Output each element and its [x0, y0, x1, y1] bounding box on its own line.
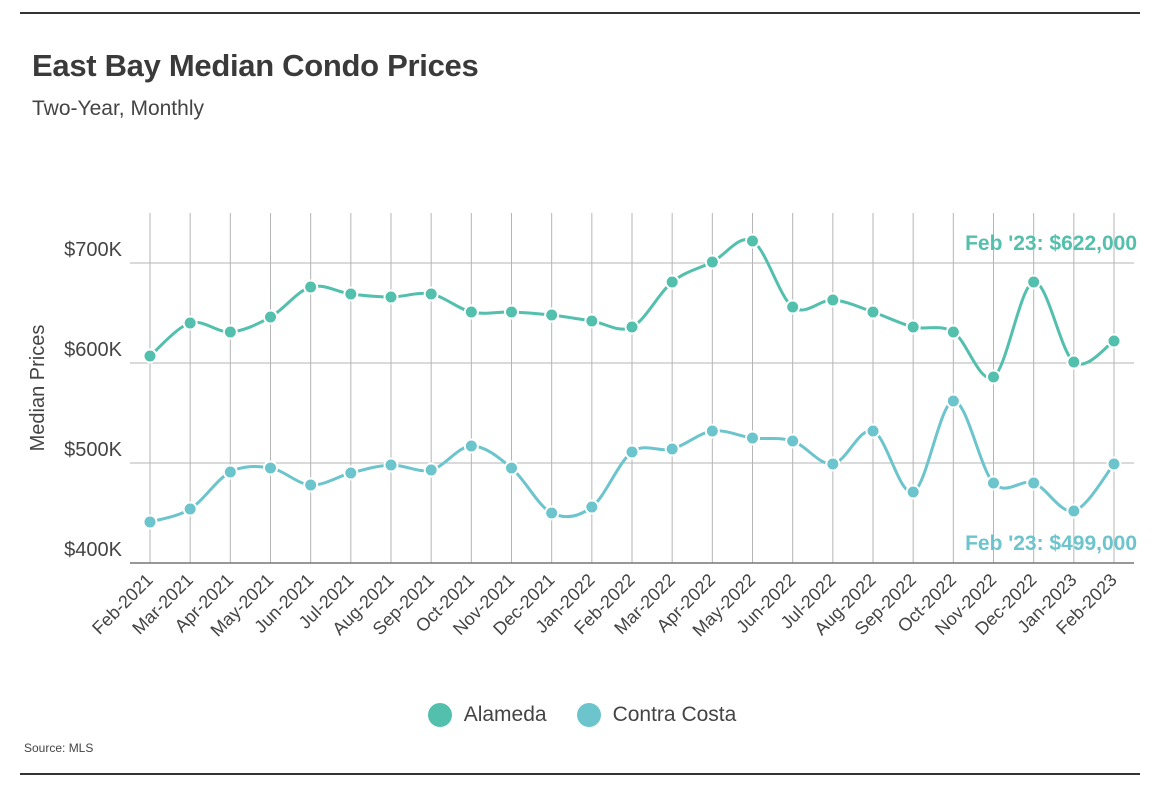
data-point-alameda[interactable]	[745, 233, 760, 249]
data-point-alameda[interactable]	[182, 315, 198, 331]
annotation-alameda: Feb '23: $622,000	[965, 232, 1137, 255]
data-point-alameda[interactable]	[544, 307, 560, 323]
data-point-alameda[interactable]	[504, 304, 519, 320]
data-point-contra-costa[interactable]	[986, 475, 1001, 491]
chart-title: East Bay Median Condo Prices	[32, 48, 479, 83]
data-point-contra-costa[interactable]	[544, 505, 560, 521]
data-point-alameda[interactable]	[303, 279, 319, 295]
data-point-contra-costa[interactable]	[704, 423, 720, 439]
data-point-alameda[interactable]	[263, 309, 278, 325]
data-point-contra-costa[interactable]	[343, 465, 359, 481]
line-chart: $400K $500K $600K $700K Median Prices Feb-2…	[27, 213, 1137, 641]
data-point-alameda[interactable]	[664, 274, 680, 290]
data-point-contra-costa[interactable]	[182, 501, 198, 517]
data-point-alameda[interactable]	[584, 313, 600, 329]
annotation-contra-costa: Feb '23: $499,000	[965, 532, 1137, 555]
data-point-contra-costa[interactable]	[263, 460, 278, 476]
data-point-alameda[interactable]	[945, 324, 961, 340]
data-point-contra-costa[interactable]	[383, 457, 399, 473]
data-point-alameda[interactable]	[343, 286, 359, 302]
data-point-alameda[interactable]	[704, 254, 720, 270]
series-alameda	[142, 233, 1122, 385]
chart-subtitle: Two-Year, Monthly	[32, 97, 204, 120]
data-point-contra-costa[interactable]	[945, 393, 961, 409]
data-point-contra-costa[interactable]	[1106, 456, 1122, 472]
y-tick-label: $600K	[64, 339, 122, 361]
data-point-contra-costa[interactable]	[745, 430, 760, 446]
series-contra-costa	[142, 393, 1122, 530]
y-tick-label: $500K	[64, 439, 122, 461]
data-point-contra-costa[interactable]	[865, 423, 881, 439]
data-point-contra-costa[interactable]	[222, 464, 238, 480]
vertical-gridlines	[149, 213, 1115, 563]
data-point-contra-costa[interactable]	[584, 499, 600, 515]
data-point-contra-costa[interactable]	[1066, 503, 1082, 519]
data-point-alameda[interactable]	[905, 319, 921, 335]
top-rule	[20, 12, 1140, 14]
data-point-alameda[interactable]	[423, 286, 439, 302]
data-point-alameda[interactable]	[1026, 274, 1042, 290]
data-point-contra-costa[interactable]	[624, 444, 640, 460]
data-point-contra-costa[interactable]	[142, 514, 158, 530]
data-point-alameda[interactable]	[785, 299, 801, 315]
data-point-contra-costa[interactable]	[825, 456, 841, 472]
bottom-rule	[20, 773, 1140, 775]
data-point-alameda[interactable]	[222, 324, 238, 340]
data-point-alameda[interactable]	[463, 304, 479, 320]
data-point-contra-costa[interactable]	[423, 462, 439, 478]
data-point-alameda[interactable]	[865, 304, 881, 320]
y-tick-labels: $400K $500K $600K $700K	[64, 239, 122, 561]
source-note: Source: MLS	[24, 741, 94, 755]
data-point-alameda[interactable]	[1106, 333, 1122, 349]
legend-label-alameda: Alameda	[463, 703, 547, 726]
data-point-contra-costa[interactable]	[463, 438, 479, 454]
y-tick-label: $400K	[64, 539, 122, 561]
legend-label-contra-costa: Contra Costa	[612, 703, 737, 726]
legend-item-contra-costa: Contra Costa	[576, 703, 737, 727]
data-point-contra-costa[interactable]	[664, 441, 680, 457]
data-point-alameda[interactable]	[142, 348, 158, 364]
legend-swatch-contra-costa	[576, 703, 601, 727]
y-axis-label: Median Prices	[27, 325, 49, 452]
data-point-contra-costa[interactable]	[1026, 475, 1042, 491]
series-lines	[142, 233, 1122, 530]
y-tick-label: $700K	[64, 239, 122, 261]
data-point-contra-costa[interactable]	[785, 433, 801, 449]
data-point-contra-costa[interactable]	[303, 477, 319, 493]
legend-item-alameda: Alameda	[427, 703, 547, 727]
horizontal-gridlines	[130, 262, 1134, 564]
data-point-alameda[interactable]	[1066, 354, 1082, 370]
data-point-alameda[interactable]	[383, 289, 399, 305]
data-point-alameda[interactable]	[825, 292, 841, 308]
data-point-alameda[interactable]	[986, 369, 1001, 385]
data-point-contra-costa[interactable]	[905, 484, 921, 500]
x-tick-labels: Feb-2021Mar-2021Apr-2021May-2021Jun-2021…	[88, 570, 1121, 641]
annotations: Feb '23: $622,000 Feb '23: $499,000	[965, 232, 1137, 555]
data-point-contra-costa[interactable]	[504, 460, 519, 476]
data-point-alameda[interactable]	[624, 319, 640, 335]
legend: Alameda Contra Costa	[0, 703, 1164, 727]
legend-swatch-alameda	[427, 703, 452, 727]
